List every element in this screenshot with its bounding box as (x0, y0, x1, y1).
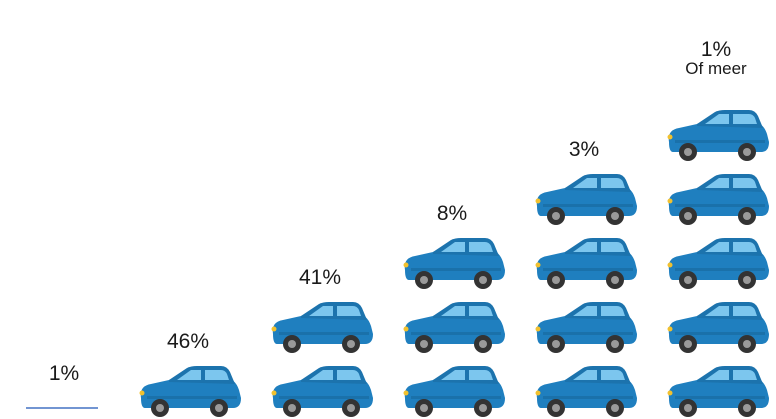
car-icon (667, 174, 769, 225)
car-icon (403, 366, 505, 417)
car-icon (271, 366, 373, 417)
car-icon (535, 174, 637, 225)
car-icon (667, 238, 769, 289)
car-icon (667, 302, 769, 353)
car-icon (535, 238, 637, 289)
car-icon (271, 302, 373, 353)
car-icon (139, 366, 241, 417)
car-icon (667, 110, 769, 161)
percentage-label: 46% (167, 330, 209, 353)
last-column-caption: Of meer (685, 59, 747, 78)
percentage-label: 3% (569, 138, 599, 161)
cars-layer (139, 110, 769, 417)
car-icon (535, 366, 637, 417)
car-icon (403, 302, 505, 353)
percentage-label: 41% (299, 266, 341, 289)
car-icon (535, 302, 637, 353)
car-icon (667, 366, 769, 417)
percentage-label: 1% (701, 38, 731, 61)
labels-layer: 1%46%41%8%3%1%Of meer (26, 38, 747, 409)
percentage-label: 1% (49, 362, 79, 385)
percentage-label: 8% (437, 202, 467, 225)
car-icon (403, 238, 505, 289)
